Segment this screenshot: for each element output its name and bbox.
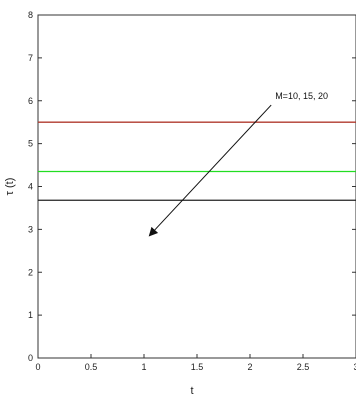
y-tick-label: 8 — [28, 10, 33, 20]
series-layer — [38, 121, 356, 201]
y-axis-title: τ (t) — [4, 178, 16, 196]
y-tick-label: 2 — [28, 267, 33, 277]
y-tick-label: 1 — [28, 310, 33, 320]
x-tick-label: 0 — [35, 362, 40, 372]
x-tick-label: 2 — [247, 362, 252, 372]
x-tick-label: 2.5 — [297, 362, 310, 372]
annotation-arrow — [148, 104, 272, 237]
x-tick-label: 3 — [353, 362, 356, 372]
annotation-layer: M=10, 15, 20 — [148, 91, 328, 237]
x-tick-label: 1.5 — [191, 362, 204, 372]
y-tick-label: 7 — [28, 53, 33, 63]
annotation-label: M=10, 15, 20 — [275, 91, 328, 101]
y-tick-label: 5 — [28, 139, 33, 149]
y-tick-label: 4 — [28, 182, 33, 192]
ticks-layer: 0 0.5 1 1.5 2 2.5 3 0 1 2 3 4 5 6 7 8 — [28, 10, 356, 372]
y-tick-label: 3 — [28, 224, 33, 234]
plot-frame — [37, 14, 356, 359]
y-tick-label: 6 — [28, 96, 33, 106]
x-axis-title: t — [190, 385, 193, 397]
x-tick-label: 1 — [141, 362, 146, 372]
y-tick-label: 0 — [28, 353, 33, 363]
x-tick-label: 0.5 — [85, 362, 98, 372]
